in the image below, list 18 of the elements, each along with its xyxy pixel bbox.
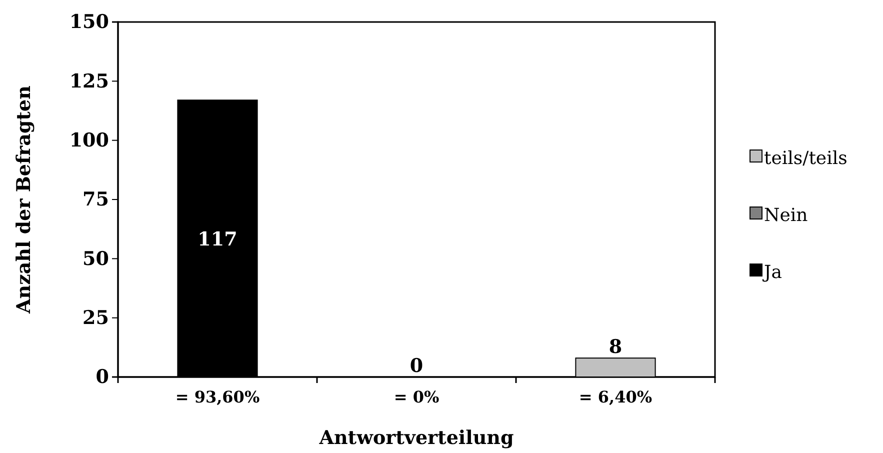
y-tick-label: 75 — [82, 188, 109, 211]
data-label: 117 — [198, 228, 238, 251]
data-label: 8 — [608, 336, 622, 358]
legend-label: Nein — [764, 205, 808, 226]
legend-label: Ja — [762, 262, 782, 283]
y-tick-label: 150 — [69, 11, 109, 34]
y-tick-label: 25 — [82, 306, 109, 329]
y-tick-label: 50 — [82, 248, 109, 270]
y-tick-label: 100 — [69, 129, 109, 152]
y-tick-label: 125 — [69, 70, 109, 92]
data-label: 0 — [410, 355, 424, 377]
x-axis-title: Antwortverteilung — [318, 427, 514, 449]
x-tick-label: = 0% — [394, 387, 440, 406]
x-tick-label: = 93,60% — [175, 387, 260, 406]
y-axis-title: Anzahl der Befragten — [13, 85, 35, 314]
y-tick-label: 0 — [96, 366, 109, 388]
x-tick-label: = 6,40% — [578, 387, 652, 406]
legend-label: teils/teils — [764, 148, 848, 169]
